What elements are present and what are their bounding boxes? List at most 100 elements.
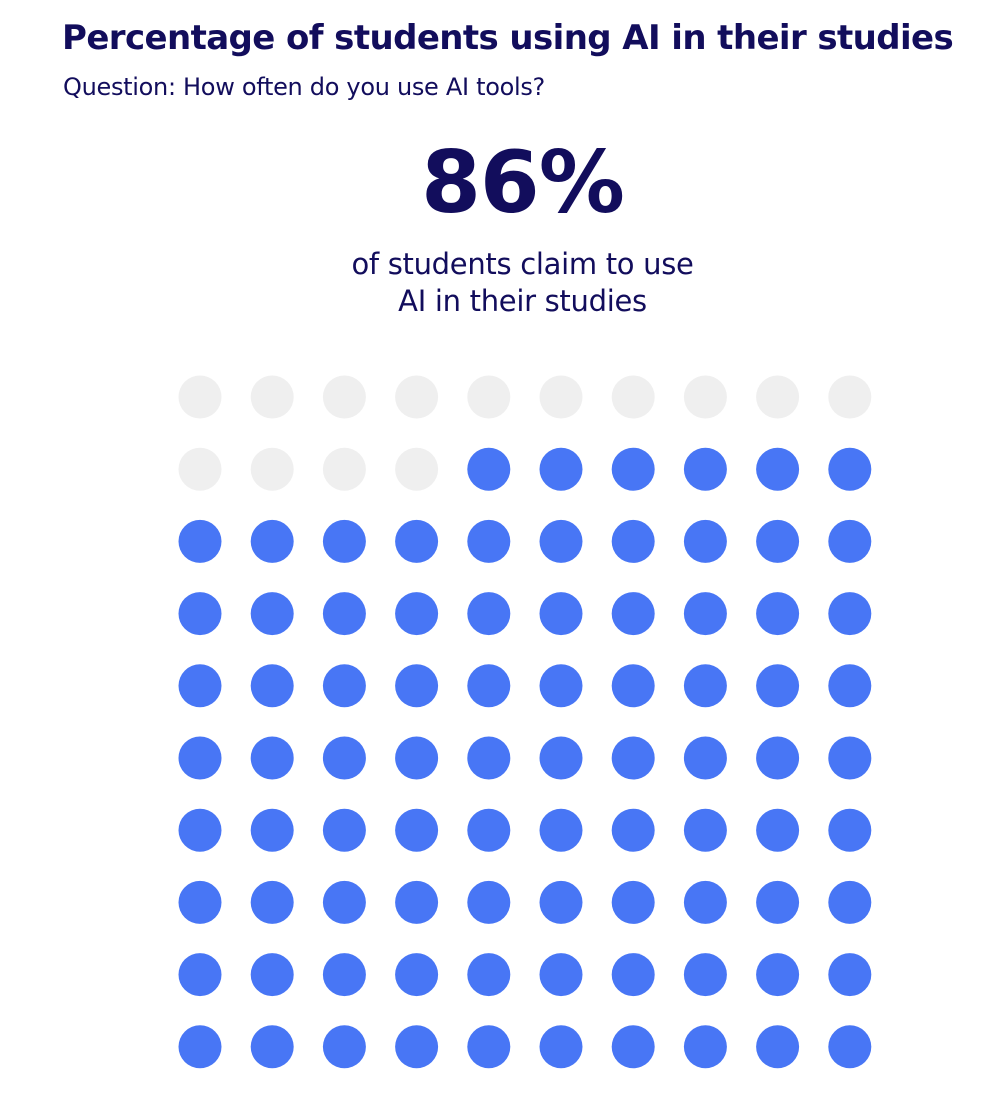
waffle-dot-filled bbox=[756, 592, 800, 636]
waffle-dot-filled bbox=[611, 664, 655, 708]
waffle-dot-filled bbox=[683, 447, 727, 491]
waffle-dot-filled bbox=[395, 664, 439, 708]
waffle-dot-filled bbox=[467, 736, 511, 780]
waffle-dot-filled bbox=[322, 1025, 366, 1069]
waffle-dot-filled bbox=[395, 592, 439, 636]
waffle-dot-filled bbox=[395, 953, 439, 997]
waffle-dot-filled bbox=[467, 519, 511, 563]
waffle-dot-empty bbox=[611, 375, 655, 419]
waffle-dot-filled bbox=[828, 1025, 872, 1069]
waffle-dot-filled bbox=[322, 880, 366, 924]
waffle-dot-filled bbox=[395, 880, 439, 924]
waffle-dot-filled bbox=[683, 808, 727, 852]
waffle-dot-filled bbox=[611, 808, 655, 852]
waffle-dot-empty bbox=[395, 375, 439, 419]
waffle-dot-filled bbox=[178, 736, 222, 780]
waffle-dot-filled bbox=[539, 808, 583, 852]
waffle-dot-filled bbox=[611, 592, 655, 636]
waffle-dot-filled bbox=[828, 808, 872, 852]
waffle-dot-filled bbox=[467, 808, 511, 852]
waffle-dot-filled bbox=[539, 736, 583, 780]
waffle-dot-filled bbox=[828, 736, 872, 780]
waffle-dot-filled bbox=[683, 880, 727, 924]
waffle-dot-empty bbox=[828, 375, 872, 419]
waffle-dot-filled bbox=[828, 953, 872, 997]
waffle-dot-filled bbox=[828, 447, 872, 491]
waffle-dot-filled bbox=[683, 736, 727, 780]
caption-line-2: AI in their studies bbox=[398, 284, 647, 318]
waffle-dot-filled bbox=[178, 519, 222, 563]
waffle-dot-filled bbox=[756, 519, 800, 563]
waffle-dot-filled bbox=[756, 664, 800, 708]
waffle-dot-filled bbox=[683, 1025, 727, 1069]
waffle-dot-filled bbox=[178, 592, 222, 636]
waffle-chart bbox=[178, 375, 872, 1069]
waffle-dot-filled bbox=[178, 880, 222, 924]
waffle-dot-filled bbox=[756, 447, 800, 491]
waffle-dot-filled bbox=[322, 736, 366, 780]
waffle-dot-filled bbox=[395, 736, 439, 780]
waffle-dot-filled bbox=[756, 880, 800, 924]
waffle-dot-filled bbox=[322, 808, 366, 852]
waffle-dot-filled bbox=[828, 519, 872, 563]
waffle-dot-filled bbox=[539, 519, 583, 563]
waffle-dot-empty bbox=[756, 375, 800, 419]
waffle-dot-filled bbox=[611, 519, 655, 563]
waffle-dot-filled bbox=[539, 664, 583, 708]
caption-line-1: of students claim to use bbox=[351, 247, 694, 281]
waffle-dot-filled bbox=[250, 519, 294, 563]
waffle-dot-filled bbox=[611, 447, 655, 491]
waffle-dot-filled bbox=[683, 519, 727, 563]
waffle-dot-empty bbox=[322, 375, 366, 419]
waffle-dot-filled bbox=[395, 519, 439, 563]
waffle-dot-empty bbox=[250, 375, 294, 419]
waffle-dot-filled bbox=[756, 953, 800, 997]
waffle-dot-filled bbox=[539, 880, 583, 924]
waffle-dot-filled bbox=[611, 880, 655, 924]
waffle-dot-filled bbox=[756, 808, 800, 852]
waffle-dot-filled bbox=[178, 664, 222, 708]
waffle-dot-filled bbox=[250, 880, 294, 924]
waffle-dot-empty bbox=[539, 375, 583, 419]
waffle-dot-filled bbox=[828, 664, 872, 708]
waffle-dot-filled bbox=[467, 447, 511, 491]
headline-percentage: 86% bbox=[421, 133, 625, 233]
waffle-dot-filled bbox=[467, 880, 511, 924]
waffle-dot-filled bbox=[250, 808, 294, 852]
waffle-dot-filled bbox=[539, 447, 583, 491]
waffle-dot-filled bbox=[178, 1025, 222, 1069]
chart-title: Percentage of students using AI in their… bbox=[62, 18, 954, 58]
waffle-dot-filled bbox=[178, 808, 222, 852]
waffle-dot-filled bbox=[250, 736, 294, 780]
waffle-dot-filled bbox=[250, 1025, 294, 1069]
waffle-dot-filled bbox=[611, 736, 655, 780]
waffle-dot-filled bbox=[467, 592, 511, 636]
waffle-dot-filled bbox=[611, 953, 655, 997]
waffle-dot-filled bbox=[467, 664, 511, 708]
waffle-dot-filled bbox=[250, 592, 294, 636]
waffle-dot-filled bbox=[683, 664, 727, 708]
waffle-dot-filled bbox=[683, 953, 727, 997]
waffle-dot-filled bbox=[322, 519, 366, 563]
waffle-dot-filled bbox=[683, 592, 727, 636]
waffle-dot-filled bbox=[250, 953, 294, 997]
waffle-dot-filled bbox=[828, 592, 872, 636]
waffle-dot-empty bbox=[683, 375, 727, 419]
chart-subtitle: Question: How often do you use AI tools? bbox=[63, 73, 545, 101]
waffle-dot-filled bbox=[756, 1025, 800, 1069]
waffle-dot-filled bbox=[539, 592, 583, 636]
waffle-dot-empty bbox=[178, 447, 222, 491]
waffle-dot-filled bbox=[539, 953, 583, 997]
waffle-dot-empty bbox=[178, 375, 222, 419]
waffle-dot-empty bbox=[322, 447, 366, 491]
waffle-dot-filled bbox=[539, 1025, 583, 1069]
waffle-dot-filled bbox=[828, 880, 872, 924]
waffle-dot-filled bbox=[611, 1025, 655, 1069]
waffle-dot-filled bbox=[178, 953, 222, 997]
waffle-dot-filled bbox=[395, 808, 439, 852]
waffle-dot-filled bbox=[322, 664, 366, 708]
waffle-dot-filled bbox=[250, 664, 294, 708]
waffle-dot-filled bbox=[756, 736, 800, 780]
waffle-dot-filled bbox=[322, 953, 366, 997]
waffle-dot-filled bbox=[467, 953, 511, 997]
